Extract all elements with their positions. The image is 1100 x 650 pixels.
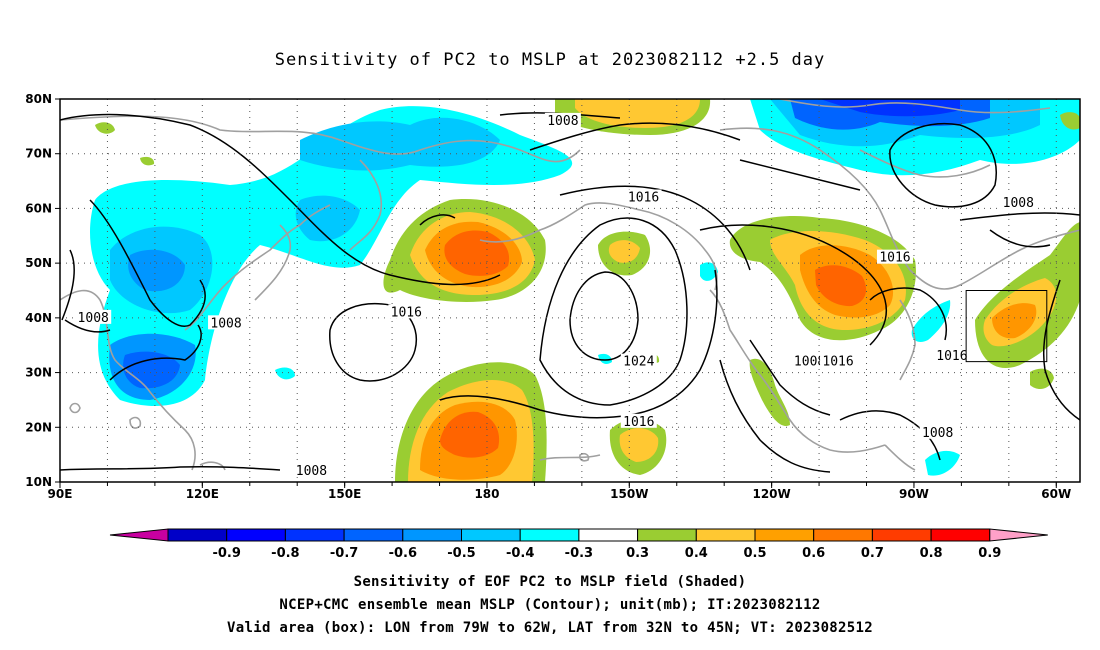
contour-label-bg [625,189,662,204]
contour-label: 1016 [623,415,654,430]
colorbar-swatch [226,528,286,542]
caption-line-2: NCEP+CMC ensemble mean MSLP (Contour); u… [279,597,821,613]
colorbar-tick-label: 0.9 [978,546,1001,561]
contour-label: 1016 [936,349,967,364]
colorbar-swatch [871,528,932,542]
lon-tick-label: 60W [1041,487,1071,501]
lat-tick-label: 20N [25,420,52,434]
contour-label: 1016 [879,251,910,266]
contour-label-bg [820,353,857,368]
contour-label: 1008 [922,426,953,441]
colorbar-swatch [754,528,815,542]
colorbar-tick-label: 0.4 [685,546,708,561]
colorbar-tick-label: -0.4 [506,546,534,561]
lat-tick-label: 80N [25,92,52,106]
contour-label-bg [1000,194,1037,209]
colorbar-tick-label: 0.5 [743,546,766,561]
contour-label-bg [293,463,330,478]
lat-tick-label: 40N [25,311,52,325]
colorbar-swatch [461,528,521,542]
lat-tick-label: 60N [25,201,52,215]
contour-label-bg [876,249,913,264]
contour-label: 1008 [210,316,241,331]
axis-ticks [55,98,1057,488]
caption-line-1: Sensitivity of EOF PC2 to MSLP field (Sh… [353,574,747,590]
contour-label: 1008 [547,114,578,129]
colorbar-tick-label: -0.8 [271,546,299,561]
contour-label: 1016 [391,305,422,320]
lat-tick-label: 10N [25,475,52,489]
colorbar-tick-label: -0.9 [212,546,240,561]
contour-label-bg [208,315,245,330]
contour-label: 1024 [623,355,654,370]
colorbar-tick-label: -0.6 [389,546,417,561]
contour-label-bg [791,353,828,368]
lon-tick-label: 180 [474,487,499,501]
colorbar-tick-label: -0.3 [565,546,593,561]
colorbar-right-arrow [989,528,1048,542]
contour-label-bg [75,309,112,324]
lat-tick-label: 30N [25,366,52,380]
colorbar-swatch [637,528,697,542]
lon-tick-label: 150W [610,487,648,501]
contour-label: 1008 [78,311,109,326]
contour-label-bg [544,112,581,127]
positive-sensitivity-regions [95,99,1080,482]
colorbar-tick-label: 0.6 [802,546,825,561]
caption-line-3: Valid area (box): LON from 79W to 62W, L… [227,620,873,636]
contour-label-bg [933,348,970,363]
lon-tick-label: 90W [899,487,929,501]
plot-frame [59,98,1081,483]
lon-tick-label: 120W [752,487,790,501]
lon-tick-label: 150E [328,487,361,501]
contour-label: 1008 [296,464,327,479]
contour-label-bg [620,353,657,368]
lat-tick-label: 50N [25,256,52,270]
lat-lon-grid [60,99,1080,482]
colorbar-swatch [343,528,404,542]
colorbar-swatch [402,528,462,542]
colorbar-swatch [813,528,873,542]
colorbar-tick-label: -0.5 [447,546,475,561]
coastlines [60,99,1080,471]
contour-label-bg [919,424,956,439]
contour-label: 1016 [628,190,659,205]
colorbar-tick-label: 0.3 [626,546,649,561]
colorbar-swatch [167,528,228,542]
colorbar-swatch [519,528,580,542]
colorbar-tick-label: -0.7 [330,546,358,561]
colorbar-swatch [284,528,345,542]
contour-label: 1008 [1003,196,1034,211]
contour-label: 1016 [822,355,853,370]
contour-label-bg [388,304,425,319]
negative-sensitivity-regions [90,99,1080,476]
colorbar-tick-label: 0.8 [920,546,943,561]
lat-tick-label: 70N [25,147,52,161]
colorbar-swatch [578,528,639,542]
contour-label-bg [620,413,657,428]
map-title: Sensitivity of PC2 to MSLP at 2023082112… [274,50,826,70]
lon-tick-label: 90E [48,487,73,501]
colorbar: -0.9 -0.8 -0.7 -0.6 -0.5 -0.4 -0.3 0.3 0.4 0.5 0.6… [109,528,1048,561]
valid-area-box [965,290,1048,363]
colorbar-left-arrow [109,528,169,542]
contour-label: 1008 [794,355,825,370]
lon-tick-label: 120E [186,487,219,501]
colorbar-tick-label: 0.7 [861,546,884,561]
shaded-sensitivity-field [90,99,1080,482]
colorbar-swatch [695,528,756,542]
colorbar-swatch [930,528,991,542]
